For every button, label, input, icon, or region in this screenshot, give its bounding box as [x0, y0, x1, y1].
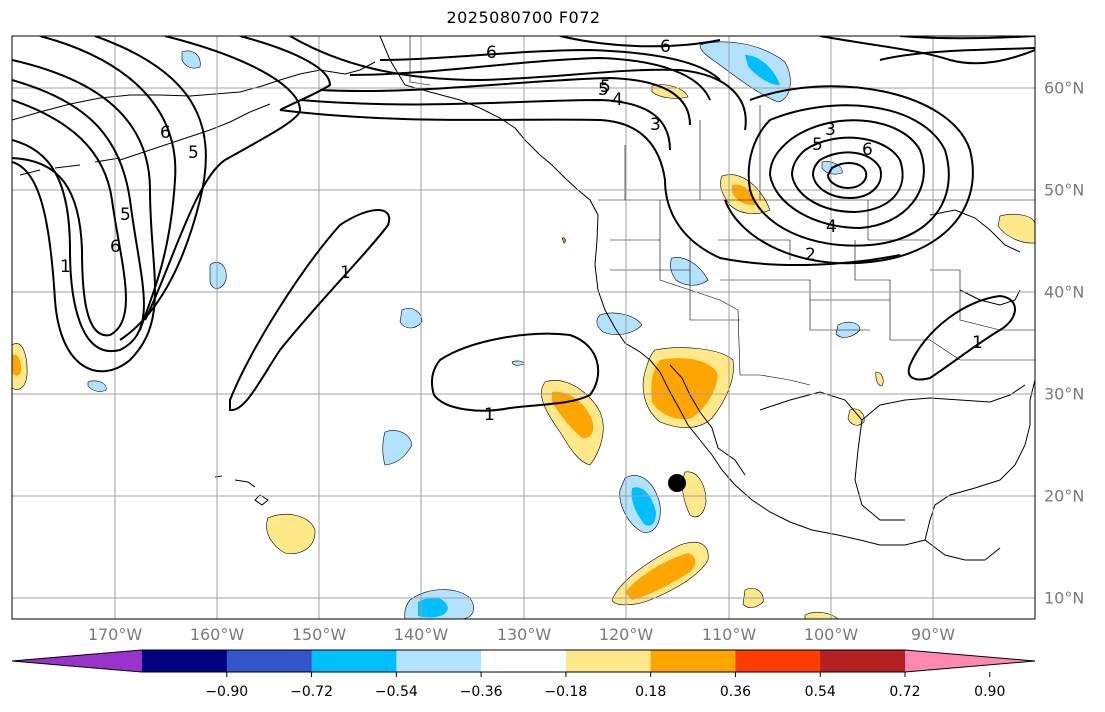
contour-lines	[12, 36, 1035, 412]
colorbar-segment	[226, 650, 313, 672]
latitude-label: 40°N	[1044, 282, 1085, 302]
coastlines	[12, 36, 1035, 561]
political-borders	[409, 36, 1035, 386]
longitude-label: 130°W	[496, 625, 552, 644]
contour-label: 6	[160, 123, 171, 143]
contour-label: 4	[826, 217, 837, 237]
map-title: 2025080700 F072	[446, 8, 601, 27]
colorbar-extend-high	[905, 650, 1035, 672]
contour-label: 6	[862, 140, 873, 160]
contour-label: 3	[650, 115, 661, 135]
colorbar-segment	[396, 650, 482, 672]
latitude-label: 10°N	[1044, 588, 1085, 608]
longitude-label: 150°W	[291, 625, 347, 644]
latitude-label: 60°N	[1044, 78, 1085, 98]
longitude-label: 110°W	[701, 625, 757, 644]
contour-label: 4	[612, 90, 623, 110]
colorbar-segment	[820, 650, 906, 672]
colorbar-tick-label: −0.18	[544, 684, 588, 700]
colorbar-segment	[481, 650, 567, 672]
colorbar-tick-label: −0.90	[205, 684, 249, 700]
latitude-label: 20°N	[1044, 486, 1085, 506]
positive-anomaly-shading	[12, 84, 1035, 619]
longitude-label: 90°W	[910, 625, 956, 644]
colorbar-segment	[311, 650, 397, 672]
graticule	[12, 36, 1035, 619]
colorbar-segment	[650, 650, 736, 672]
contour-label: 1	[60, 257, 71, 277]
contour-label: 1	[484, 405, 495, 425]
colorbar-extend-low	[12, 650, 142, 672]
longitude-label: 140°W	[393, 625, 449, 644]
colorbar-tick-label: 0.72	[889, 684, 921, 700]
contour-label: 5	[600, 77, 611, 97]
colorbar-tick-label: 0.90	[974, 684, 1006, 700]
contour-label: 1	[340, 263, 351, 283]
colorbar-tick-label: −0.72	[290, 684, 333, 700]
longitude-label: 100°W	[803, 625, 859, 644]
colorbar-tick-label: −0.54	[374, 684, 418, 700]
contour-label: 1	[972, 333, 983, 353]
colorbar-tick-label: 0.18	[635, 684, 667, 700]
colorbar-segment	[735, 650, 821, 672]
contour-label: 6	[110, 237, 121, 257]
contour-label: 6	[486, 43, 497, 63]
colorbar	[11, 649, 1036, 677]
contour-label: 5	[598, 80, 609, 100]
latitude-label: 30°N	[1044, 384, 1085, 404]
longitude-label: 160°W	[189, 625, 245, 644]
colorbar-segment	[565, 650, 652, 672]
colorbar-outline	[11, 649, 1036, 673]
colorbar-tick-label: 0.36	[719, 684, 752, 700]
colorbar-tick-label: −0.36	[459, 684, 503, 700]
contour-label-group: 6 5 5 6 1 5 6 1 1 6 5 4 3 3 5 6 4 2 1	[60, 37, 983, 425]
colorbar-segment	[142, 650, 228, 672]
contour-label: 5	[188, 143, 199, 163]
contour-label: 5	[812, 135, 823, 155]
longitude-label: 170°W	[87, 625, 143, 644]
colorbar-tick-label: 0.54	[804, 684, 836, 700]
contour-label: 2	[805, 245, 816, 265]
contour-label: 6	[660, 37, 671, 57]
map-frame	[11, 35, 1036, 620]
latitude-label: 50°N	[1044, 180, 1085, 200]
contour-label: 3	[825, 120, 836, 140]
point-marker	[668, 474, 686, 492]
longitude-label: 120°W	[598, 625, 654, 644]
contour-label: 5	[120, 205, 131, 225]
